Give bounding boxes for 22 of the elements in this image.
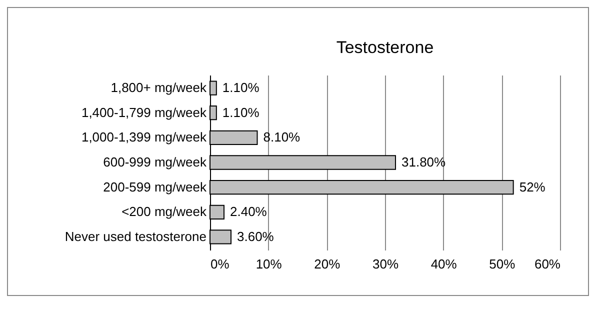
y-tick-label: 200-599 mg/week — [103, 179, 207, 194]
y-tick-label: 600-999 mg/week — [103, 154, 207, 170]
chart-title: Testosterone — [336, 38, 434, 57]
y-tick-label: 1,000-1,399 mg/week — [81, 130, 207, 145]
data-label: 8.10% — [263, 130, 301, 145]
data-label: 2.40% — [230, 204, 268, 220]
y-tick-label: 1,400-1,799 mg/week — [81, 104, 207, 120]
x-tick-label: 50% — [489, 256, 516, 272]
x-tick-label: 0% — [210, 256, 230, 272]
x-tick-label: 10% — [256, 256, 282, 272]
data-label: 52% — [519, 179, 546, 194]
data-label: 31.80% — [402, 154, 446, 170]
x-tick-label: 20% — [314, 256, 341, 272]
x-tick-label: 30% — [372, 256, 399, 272]
data-label: 1.10% — [222, 104, 260, 120]
y-tick-label: <200 mg/week — [122, 204, 207, 220]
y-tick-label: Never used testosterone — [64, 228, 206, 244]
x-tick-label: 40% — [430, 256, 458, 272]
y-tick-label: 1,800+ mg/week — [110, 80, 207, 96]
data-label: 3.60% — [237, 228, 274, 244]
x-tick-label: 60% — [534, 256, 561, 272]
data-label: 1.10% — [222, 80, 260, 96]
